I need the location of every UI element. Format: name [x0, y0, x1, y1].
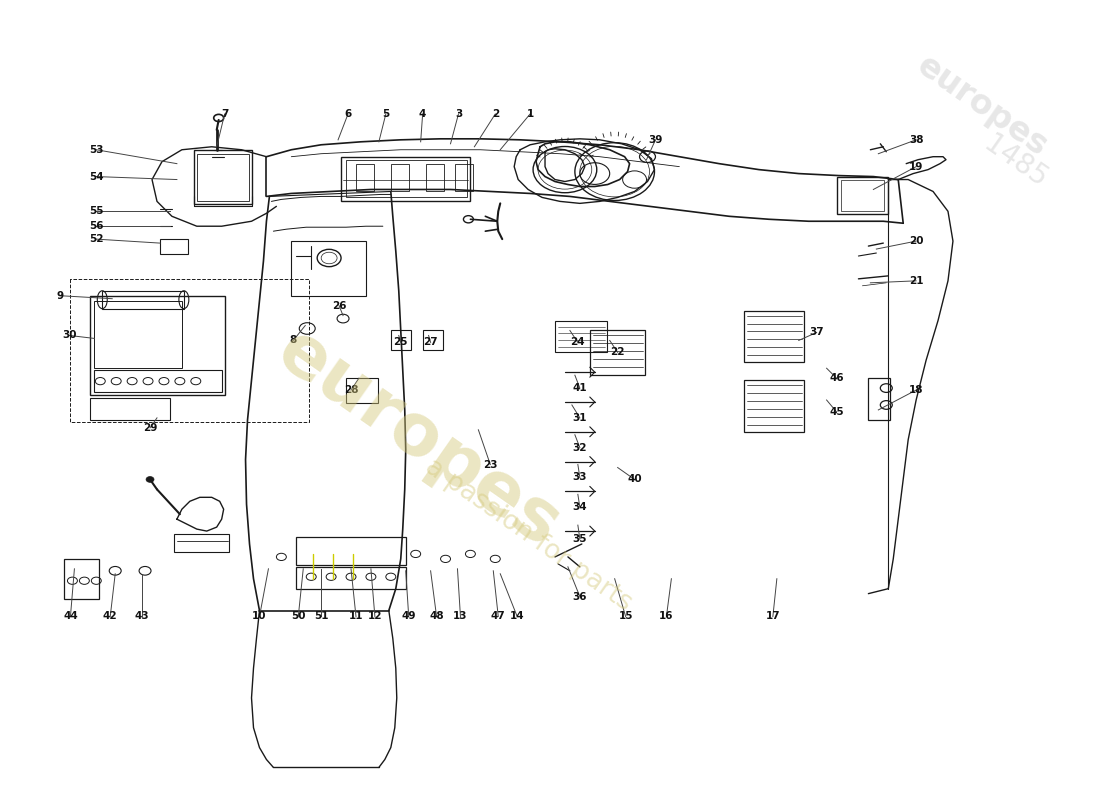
Text: 8: 8 — [289, 335, 297, 346]
Text: 47: 47 — [491, 611, 506, 622]
Text: 20: 20 — [909, 236, 923, 246]
Bar — [840, 179, 884, 211]
Text: europes: europes — [911, 49, 1054, 163]
Bar — [744, 310, 804, 362]
Text: 50: 50 — [292, 611, 306, 622]
Text: 17: 17 — [766, 611, 780, 622]
Text: 29: 29 — [143, 423, 157, 433]
Bar — [197, 154, 249, 202]
Bar — [590, 330, 645, 375]
Text: 27: 27 — [424, 338, 438, 347]
Text: 4: 4 — [419, 109, 427, 119]
Bar — [836, 177, 889, 214]
Text: 18: 18 — [909, 385, 923, 395]
Bar — [556, 321, 607, 352]
Text: 46: 46 — [829, 373, 844, 383]
Text: 31: 31 — [573, 413, 587, 423]
Text: 41: 41 — [572, 383, 587, 393]
Text: 23: 23 — [483, 459, 497, 470]
Text: 40: 40 — [627, 474, 642, 485]
Text: 53: 53 — [89, 145, 103, 154]
Bar — [455, 164, 473, 191]
Bar — [868, 378, 890, 420]
Bar — [174, 534, 229, 552]
Circle shape — [146, 477, 154, 482]
Text: 14: 14 — [510, 611, 525, 622]
Text: 5: 5 — [382, 109, 389, 119]
Text: 34: 34 — [572, 502, 587, 512]
Bar — [744, 380, 804, 432]
Bar — [292, 241, 366, 296]
Bar — [296, 537, 406, 565]
Text: 19: 19 — [909, 162, 923, 172]
Text: 42: 42 — [103, 611, 118, 622]
Text: 11: 11 — [349, 611, 363, 622]
Bar — [102, 290, 184, 309]
Text: 15: 15 — [618, 611, 632, 622]
Text: 21: 21 — [909, 276, 923, 286]
Text: 12: 12 — [367, 611, 382, 622]
Text: 25: 25 — [394, 338, 408, 347]
Text: 16: 16 — [659, 611, 673, 622]
Bar — [390, 164, 409, 191]
Text: 52: 52 — [89, 234, 103, 244]
Text: 44: 44 — [63, 611, 78, 622]
Text: 35: 35 — [573, 534, 587, 544]
Text: 13: 13 — [453, 611, 468, 622]
Text: 33: 33 — [573, 473, 587, 482]
Bar — [160, 239, 188, 254]
Bar — [346, 378, 378, 403]
Text: 6: 6 — [344, 109, 352, 119]
Text: 54: 54 — [89, 171, 103, 182]
Bar — [90, 296, 224, 395]
Text: 38: 38 — [909, 135, 923, 145]
Text: europes: europes — [264, 317, 573, 562]
Text: 51: 51 — [314, 611, 329, 622]
Text: 28: 28 — [344, 385, 359, 395]
Text: 9: 9 — [57, 290, 64, 301]
Text: 10: 10 — [252, 611, 266, 622]
Text: 30: 30 — [63, 330, 77, 341]
Bar — [346, 160, 468, 198]
Bar — [390, 330, 410, 350]
Text: 39: 39 — [648, 135, 662, 145]
Bar — [90, 398, 169, 420]
Bar — [422, 330, 442, 350]
Text: 7: 7 — [221, 109, 229, 119]
Bar — [95, 301, 182, 368]
Text: 24: 24 — [571, 338, 585, 347]
Text: 48: 48 — [429, 611, 444, 622]
Bar — [341, 157, 471, 202]
Text: 3: 3 — [454, 109, 462, 119]
Text: 49: 49 — [402, 611, 416, 622]
Text: 56: 56 — [89, 222, 103, 231]
Text: 55: 55 — [89, 206, 103, 216]
Text: 1: 1 — [527, 109, 534, 119]
Bar — [426, 164, 443, 191]
Bar — [356, 164, 374, 191]
Text: 43: 43 — [135, 611, 150, 622]
Text: 45: 45 — [829, 407, 844, 417]
Bar — [194, 150, 252, 204]
Text: 22: 22 — [610, 347, 625, 358]
Text: 26: 26 — [332, 301, 346, 310]
Text: 1485: 1485 — [978, 130, 1052, 194]
Bar — [296, 567, 406, 589]
Bar — [65, 559, 99, 598]
Text: a passion for parts: a passion for parts — [420, 454, 637, 616]
Text: 32: 32 — [573, 442, 587, 453]
Text: 2: 2 — [492, 109, 499, 119]
Text: 37: 37 — [810, 327, 824, 338]
Text: 36: 36 — [573, 592, 587, 602]
Bar — [95, 370, 222, 392]
